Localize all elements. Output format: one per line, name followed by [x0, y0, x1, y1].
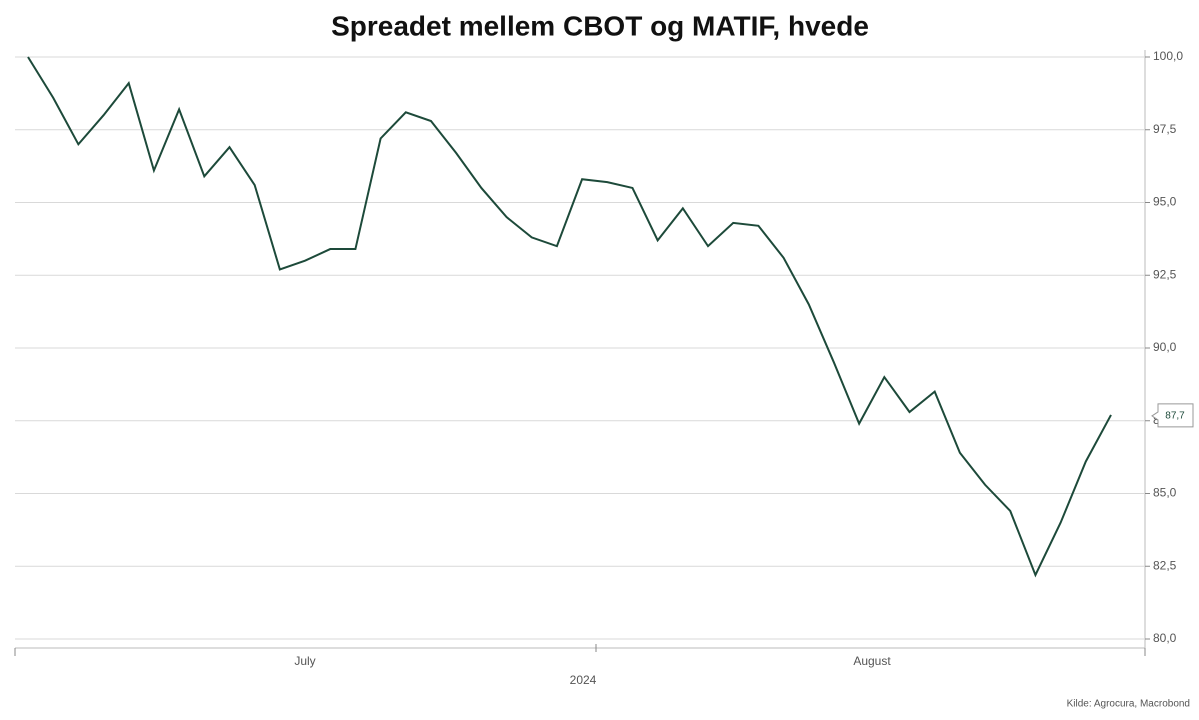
x-year-label: 2024	[570, 673, 597, 687]
chart-title: Spreadet mellem CBOT og MATIF, hvede	[331, 10, 869, 41]
line	[27, 56, 1112, 578]
value-callout	[1151, 403, 1194, 428]
x-tick-label: August	[853, 654, 891, 668]
value-label: 87,7	[1165, 411, 1185, 422]
y-tick-label: 97,5	[1153, 122, 1177, 136]
y-tick-label: 100,0	[1153, 49, 1183, 63]
y-tick-label: 90,0	[1153, 340, 1177, 354]
y-tick-label: 92,5	[1153, 267, 1177, 281]
y-tick-label: 82,5	[1153, 558, 1177, 572]
x-tick-label: July	[294, 654, 315, 668]
y-tick-label: 85,0	[1153, 486, 1177, 500]
source: Kilde: Agrocura, Macrobond	[1067, 699, 1190, 710]
y-tick-label: 95,0	[1153, 195, 1177, 209]
y-tick-label: 80,0	[1153, 631, 1177, 645]
